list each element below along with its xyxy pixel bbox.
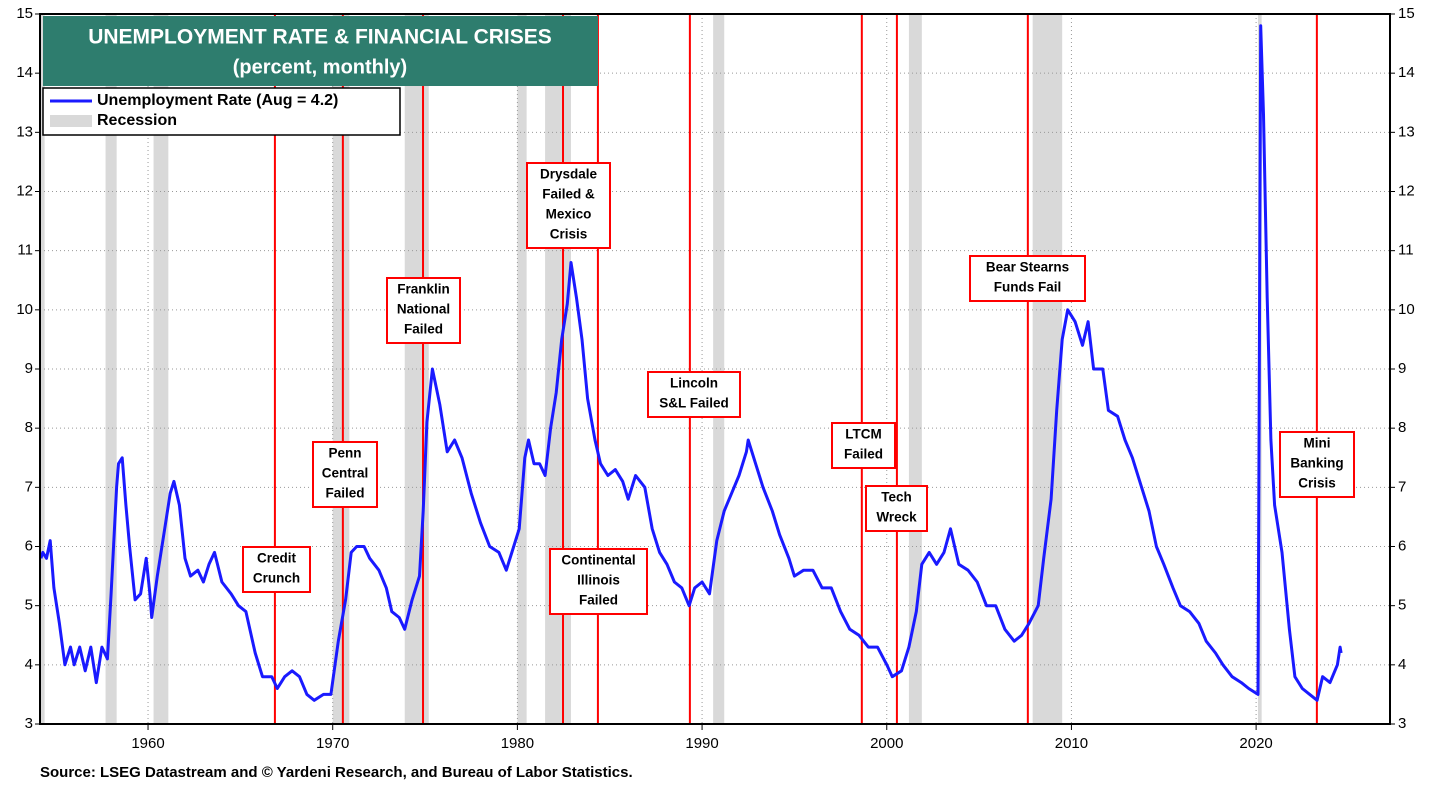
annotation-text: Funds Fail bbox=[994, 280, 1062, 295]
legend-swatch bbox=[50, 115, 92, 127]
y-tick-label: 14 bbox=[16, 64, 33, 81]
x-tick-label: 2000 bbox=[870, 735, 903, 752]
annotation-box bbox=[1279, 431, 1355, 498]
chart-subtitle: (percent, monthly) bbox=[233, 56, 407, 78]
annotation-text: Drysdale bbox=[540, 167, 598, 182]
source-note: Source: LSEG Datastream and © Yardeni Re… bbox=[40, 764, 633, 781]
y-tick-label: 4 bbox=[25, 656, 33, 673]
y-tick-label: 12 bbox=[16, 182, 33, 199]
y-tick-label: 11 bbox=[17, 242, 33, 259]
y2-tick-label: 15 bbox=[1398, 5, 1415, 22]
y-tick-label: 13 bbox=[16, 123, 33, 140]
recession-band bbox=[40, 14, 45, 724]
annotation-box bbox=[549, 548, 648, 615]
annotation-text: Continental bbox=[561, 553, 635, 568]
y-tick-label: 7 bbox=[25, 478, 33, 495]
annotation-text: Illinois bbox=[577, 573, 620, 588]
annotation-text: Failed & bbox=[542, 187, 595, 202]
annotation-text: Bear Stearns bbox=[986, 260, 1069, 275]
annotation-box bbox=[386, 277, 461, 344]
annotation-text: Wreck bbox=[876, 510, 917, 525]
x-tick-label: 2010 bbox=[1055, 735, 1088, 752]
y2-tick-label: 13 bbox=[1398, 123, 1415, 140]
annotation-text: Lincoln bbox=[670, 376, 718, 391]
y2-tick-label: 10 bbox=[1398, 301, 1415, 318]
y-tick-label: 10 bbox=[16, 301, 33, 318]
y-tick-label: 15 bbox=[16, 5, 33, 22]
data-line bbox=[40, 24, 1343, 702]
y2-tick-label: 6 bbox=[1398, 537, 1406, 554]
annotation-box bbox=[526, 162, 611, 249]
y-tick-label: 8 bbox=[25, 419, 33, 436]
title-box bbox=[43, 16, 598, 86]
x-tick-label: 1980 bbox=[501, 735, 534, 752]
annotation-text: Central bbox=[322, 466, 369, 481]
legend-label: Recession bbox=[97, 112, 177, 129]
x-tick-label: 2020 bbox=[1239, 735, 1272, 752]
annotation-text: Failed bbox=[844, 447, 883, 462]
annotation-text: Penn bbox=[328, 446, 361, 461]
y2-tick-label: 12 bbox=[1398, 182, 1415, 199]
recession-band bbox=[713, 14, 725, 724]
recession-band bbox=[105, 14, 117, 724]
legend-box bbox=[42, 87, 401, 136]
annotation-text: Failed bbox=[325, 486, 364, 501]
y-tick-label: 9 bbox=[25, 360, 33, 377]
y2-tick-label: 11 bbox=[1398, 242, 1414, 259]
x-tick-label: 1960 bbox=[131, 735, 164, 752]
recession-band bbox=[517, 14, 527, 724]
annotation-text: Failed bbox=[404, 322, 443, 337]
annotation-text: Banking bbox=[1290, 456, 1343, 471]
annotation-box bbox=[865, 485, 928, 532]
y2-tick-label: 8 bbox=[1398, 419, 1406, 436]
annotation-box bbox=[831, 422, 896, 469]
annotation-text: Mexico bbox=[546, 207, 592, 222]
legend-label: Unemployment Rate (Aug = 4.2) bbox=[97, 92, 338, 109]
annotation-text: Failed bbox=[579, 593, 618, 608]
annotation-text: National bbox=[397, 302, 450, 317]
annotation-box bbox=[242, 546, 311, 593]
annotation-text: S&L Failed bbox=[659, 396, 729, 411]
annotation-box bbox=[312, 441, 378, 508]
annotation-text: Crunch bbox=[253, 571, 300, 586]
y2-tick-label: 5 bbox=[1398, 597, 1406, 614]
annotation-text: Franklin bbox=[397, 282, 450, 297]
annotation-text: Crisis bbox=[550, 227, 588, 242]
annotation-text: LTCM bbox=[845, 427, 882, 442]
x-tick-label: 1970 bbox=[316, 735, 349, 752]
y2-tick-label: 14 bbox=[1398, 64, 1415, 81]
annotation-text: Crisis bbox=[1298, 476, 1336, 491]
annotation-text: Mini bbox=[1304, 436, 1331, 451]
annotation-text: Tech bbox=[881, 490, 912, 505]
y-tick-label: 6 bbox=[25, 537, 33, 554]
annotation-box bbox=[969, 255, 1086, 302]
annotation-text: Credit bbox=[257, 551, 297, 566]
y2-tick-label: 3 bbox=[1398, 715, 1406, 732]
x-tick-label: 1990 bbox=[685, 735, 718, 752]
y2-tick-label: 4 bbox=[1398, 656, 1406, 673]
y-tick-label: 3 bbox=[25, 715, 33, 732]
chart-title: UNEMPLOYMENT RATE & FINANCIAL CRISES bbox=[88, 26, 552, 49]
y2-tick-label: 7 bbox=[1398, 478, 1406, 495]
recession-band bbox=[1032, 14, 1063, 724]
y-tick-label: 5 bbox=[25, 597, 33, 614]
y2-tick-label: 9 bbox=[1398, 360, 1406, 377]
annotation-box bbox=[647, 371, 741, 418]
